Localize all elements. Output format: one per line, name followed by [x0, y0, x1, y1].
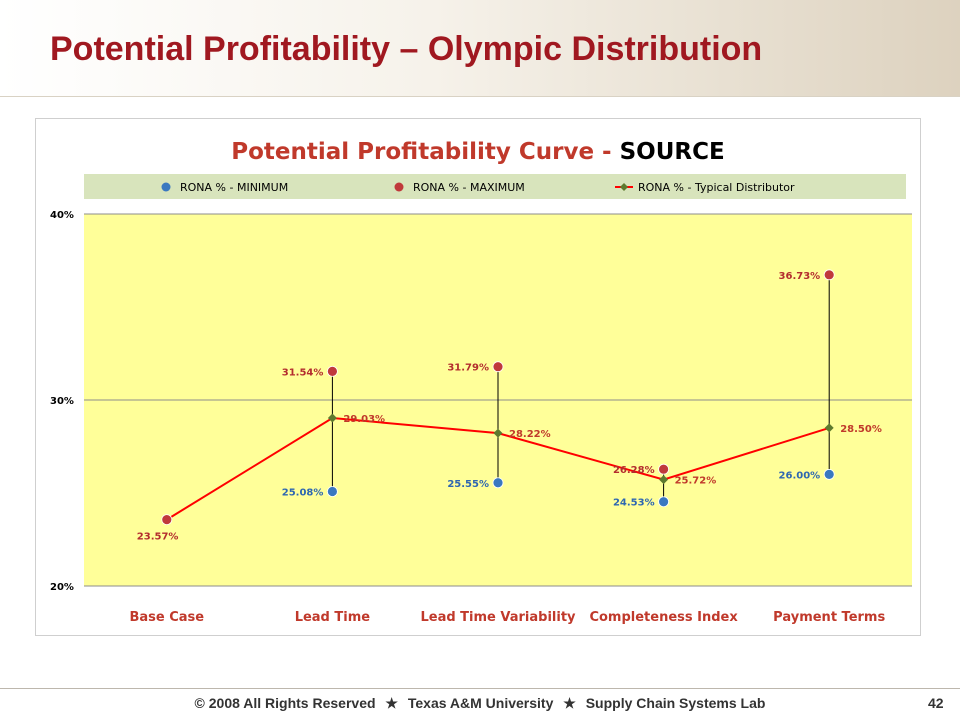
footer-text: © 2008 All Rights Reserved ★ Texas A&M U… [0, 695, 960, 712]
maximum-point [326, 365, 338, 377]
footer-university: Texas A&M University [407, 695, 554, 711]
maximum-point [658, 463, 669, 475]
header-band [0, 0, 960, 97]
chart-title-suffix: SOURCE [620, 139, 725, 165]
maximum-point [823, 269, 835, 281]
maximum-data-label: 26.28% [613, 465, 655, 476]
x-category-label: Payment Terms [773, 610, 885, 625]
y-tick-label: 30% [50, 396, 74, 407]
chart-frame: Potential Profitability Curve - SOURCE 2… [35, 118, 921, 636]
minimum-data-label: 26.00% [779, 470, 821, 481]
footer-lab: Supply Chain Systems Lab [585, 695, 766, 711]
chart-title-main: Potential Profitability Curve - [231, 139, 619, 165]
star-icon: ★ [563, 695, 576, 711]
minimum-data-label: 24.53% [613, 498, 655, 509]
star-icon: ★ [385, 695, 398, 711]
legend-box [84, 174, 906, 199]
maximum-point [161, 514, 173, 525]
legend-label: RONA % - MINIMUM [180, 181, 288, 194]
minimum-point [326, 486, 338, 497]
maximum-point [492, 361, 504, 373]
typical-point [659, 475, 669, 485]
minimum-data-label: 25.08% [282, 488, 324, 499]
legend-label: RONA % - MAXIMUM [413, 181, 525, 194]
chart: Potential Profitability Curve - SOURCE 2… [50, 139, 912, 625]
x-category-label: Completeness Index [589, 610, 738, 625]
y-tick-label: 20% [50, 582, 74, 593]
x-category-label: Base Case [129, 610, 204, 625]
y-tick-label: 40% [50, 210, 74, 221]
minimum-point [658, 496, 669, 508]
minimum-point [823, 468, 835, 480]
typical-point [824, 423, 834, 433]
maximum-data-label: 31.54% [282, 367, 324, 378]
typical-point [493, 428, 503, 438]
typical-data-label: 28.22% [509, 429, 551, 440]
typical-data-label: 28.50% [840, 424, 882, 435]
x-category-label: Lead Time [295, 610, 371, 625]
legend-label: RONA % - Typical Distributor [638, 181, 795, 194]
footer-divider [0, 688, 960, 689]
maximum-data-label: 23.57% [137, 532, 179, 543]
legend-marker [161, 182, 171, 192]
typical-data-label: 25.72% [675, 476, 717, 487]
legend-marker [394, 182, 404, 192]
typical-data-label: 29.03% [343, 414, 385, 425]
maximum-data-label: 31.79% [447, 363, 489, 374]
chart-title: Potential Profitability Curve - SOURCE [231, 139, 724, 165]
footer-copyright: © 2008 All Rights Reserved [194, 695, 376, 711]
typical-point [327, 413, 337, 423]
legend-marker [620, 183, 628, 191]
x-category-label: Lead Time Variability [420, 610, 576, 625]
page-number: 42 [928, 695, 944, 711]
minimum-point [492, 477, 504, 489]
maximum-data-label: 36.73% [779, 271, 821, 282]
minimum-data-label: 25.55% [447, 479, 489, 490]
slide-title: Potential Profitability – Olympic Distri… [50, 30, 763, 68]
